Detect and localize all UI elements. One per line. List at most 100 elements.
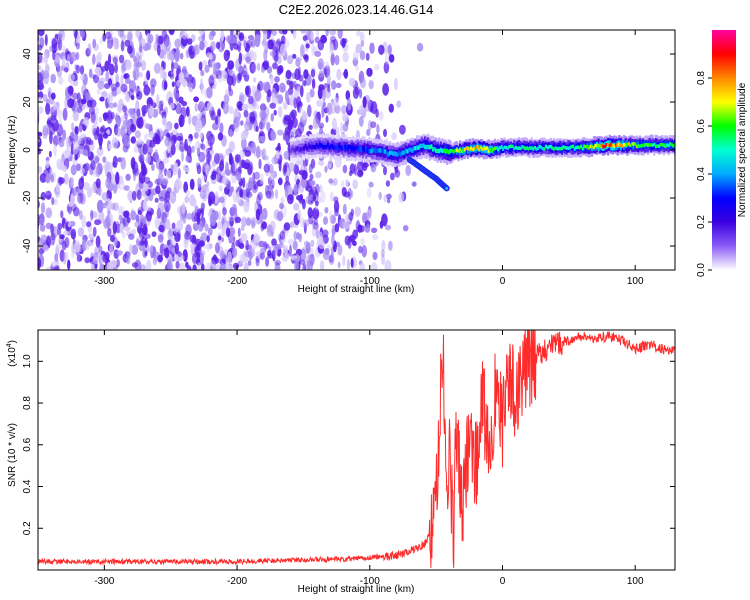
noise-blob	[290, 109, 297, 119]
noise-blob	[316, 99, 323, 107]
noise-blob	[216, 173, 221, 180]
spectrogram-y-tick-label: -40	[22, 238, 33, 253]
noise-blob	[261, 221, 267, 230]
noise-blob	[356, 30, 362, 37]
noise-blob	[194, 44, 200, 56]
noise-blob	[134, 130, 141, 139]
noise-blob	[191, 45, 198, 53]
noise-blob	[262, 60, 270, 70]
noise-blob	[106, 93, 113, 105]
noise-blob	[63, 173, 69, 185]
noise-blob	[354, 86, 360, 96]
noise-blob	[177, 168, 181, 179]
noise-blob	[227, 251, 232, 264]
noise-blob	[276, 211, 284, 222]
ridge-cell	[583, 144, 586, 148]
noise-blob	[81, 84, 87, 96]
noise-blob	[155, 33, 159, 44]
ridge-cell	[538, 144, 541, 149]
noise-blob	[360, 32, 365, 43]
noise-blob	[214, 191, 219, 204]
ridge-cell	[406, 149, 409, 154]
noise-blob	[45, 207, 53, 219]
noise-blob	[177, 251, 182, 258]
noise-blob	[31, 262, 35, 274]
noise-blob	[249, 61, 256, 74]
noise-blob	[76, 106, 83, 113]
noise-blob	[271, 249, 276, 260]
noise-blob	[63, 67, 69, 73]
ridge-cell	[387, 152, 390, 157]
noise-blob	[259, 103, 267, 112]
ridge-cell	[355, 145, 358, 150]
noise-blob	[206, 181, 210, 188]
spectrogram-y-tick-label: 0	[22, 147, 33, 153]
noise-blob	[155, 185, 161, 195]
noise-blob	[186, 145, 192, 158]
noise-blob	[284, 184, 289, 198]
noise-blob	[39, 69, 44, 80]
noise-blob	[124, 226, 131, 232]
noise-blob	[333, 178, 338, 186]
noise-blob	[283, 117, 290, 125]
noise-blob	[370, 121, 377, 129]
noise-blob	[105, 200, 109, 206]
ridge-cell	[497, 147, 500, 152]
noise-blob	[262, 155, 269, 161]
noise-blob	[104, 60, 110, 72]
noise-blob	[347, 236, 352, 249]
noise-blob	[324, 165, 328, 173]
noise-blob	[334, 104, 341, 114]
noise-blob	[198, 61, 203, 71]
ridge-cell	[315, 143, 318, 148]
noise-blob	[248, 177, 254, 189]
noise-blob	[185, 213, 193, 220]
noise-blob	[191, 234, 197, 246]
ridge-cell	[380, 148, 384, 153]
noise-blob	[328, 178, 334, 184]
ridge-cell	[301, 146, 304, 152]
noise-blob	[122, 216, 130, 227]
ridge-cell	[404, 148, 407, 154]
noise-blob	[247, 260, 252, 266]
noise-blob	[88, 68, 93, 79]
ridge-cell	[294, 147, 298, 152]
ridge-cell	[339, 145, 342, 150]
noise-blob	[108, 63, 115, 76]
noise-blob	[133, 145, 140, 153]
noise-blob	[135, 61, 143, 68]
ridge-cell	[323, 145, 326, 150]
noise-blob	[267, 184, 274, 191]
noise-blob	[134, 85, 139, 94]
ridge-cell	[474, 145, 478, 149]
noise-blob	[137, 138, 142, 145]
noise-blob	[297, 122, 305, 134]
noise-blob	[30, 87, 36, 96]
noise-blob	[71, 122, 75, 132]
noise-blob	[71, 248, 75, 259]
noise-blob	[383, 128, 387, 138]
noise-blob	[278, 106, 283, 118]
ridge-cell	[412, 146, 415, 151]
noise-blob	[255, 145, 261, 159]
spectrogram-plot-area	[30, 30, 675, 274]
spectrogram-y-tick-label: 40	[22, 48, 33, 60]
noise-blob	[271, 178, 275, 189]
noise-blob	[331, 80, 337, 90]
noise-blob	[75, 42, 80, 50]
noise-blob	[184, 70, 189, 80]
noise-blob	[402, 225, 409, 232]
noise-blob	[55, 243, 61, 252]
noise-blob	[176, 103, 180, 114]
snr-x-ticks: -300 -200 -100 0 100	[94, 330, 644, 587]
snr-y-ticks: 0.2 0.4 0.6 0.8 1.0	[22, 354, 675, 535]
ridge-cell	[430, 144, 433, 149]
noise-blob	[38, 96, 42, 103]
noise-blob	[310, 180, 316, 186]
noise-blob	[283, 150, 290, 160]
ridge-cell	[479, 145, 482, 150]
noise-blob	[38, 80, 44, 91]
noise-blob	[206, 101, 213, 111]
ridge-cell	[607, 143, 610, 147]
noise-blob	[263, 37, 267, 51]
